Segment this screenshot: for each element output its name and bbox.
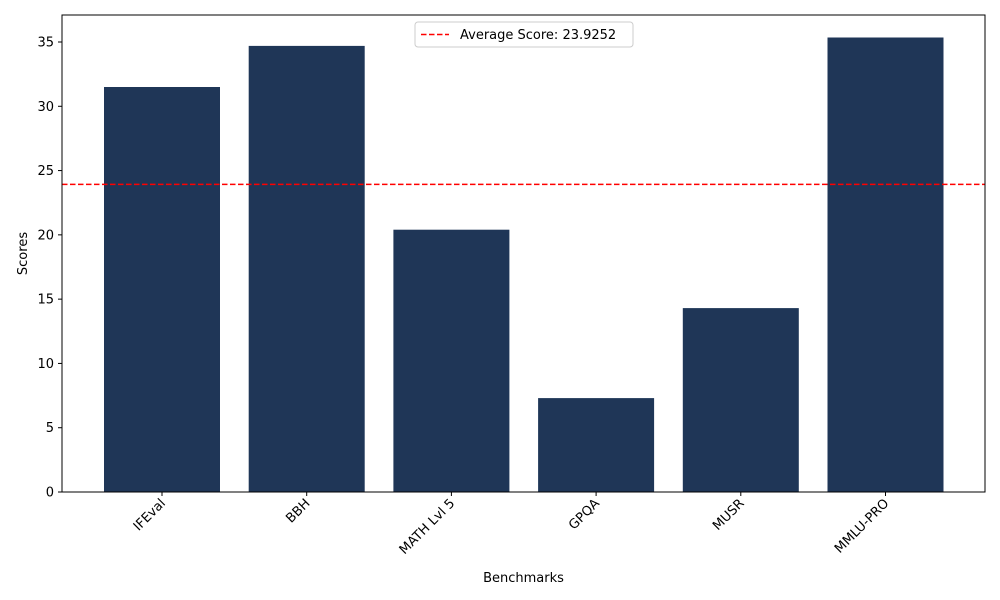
y-tick-label: 0 xyxy=(46,486,54,501)
y-tick-label: 20 xyxy=(37,228,54,243)
x-tick-label: MUSR xyxy=(710,496,747,533)
bar-bbh xyxy=(248,45,365,493)
x-axis: IFEval BBH MATH Lvl 5 GPQA MUSR MMLU-PRO xyxy=(131,492,892,558)
y-tick-label: 35 xyxy=(37,36,54,51)
y-tick-label: 10 xyxy=(37,357,54,372)
x-tick-label: GPQA xyxy=(566,496,603,533)
y-axis: 0 5 10 15 20 25 30 35 xyxy=(37,36,62,501)
legend-box xyxy=(414,21,634,48)
y-tick-label: 15 xyxy=(37,293,54,308)
legend: Average Score: 23.9252 xyxy=(414,21,634,48)
x-tick-label: MATH Lvl 5 xyxy=(397,496,458,557)
bar-math-lvl-5 xyxy=(393,229,510,492)
y-tick-label: 5 xyxy=(46,421,54,436)
y-tick-label: 30 xyxy=(37,100,54,115)
y-tick-label: 25 xyxy=(37,164,54,179)
x-tick-label: MMLU-PRO xyxy=(832,496,892,556)
bar-ifeval xyxy=(104,87,220,492)
bar-mmlu-pro xyxy=(827,37,944,492)
y-axis-label: Scores xyxy=(16,232,31,275)
legend-average-label: Average Score: 23.9252 xyxy=(460,28,616,43)
x-tick-label: IFEval xyxy=(131,496,169,534)
bars-group xyxy=(104,37,944,493)
bar-gpqa xyxy=(538,398,655,492)
plot-frame xyxy=(61,14,986,493)
x-axis-label: Benchmarks xyxy=(483,571,564,586)
x-tick-label: BBH xyxy=(283,496,313,526)
bar-musr xyxy=(682,308,799,492)
